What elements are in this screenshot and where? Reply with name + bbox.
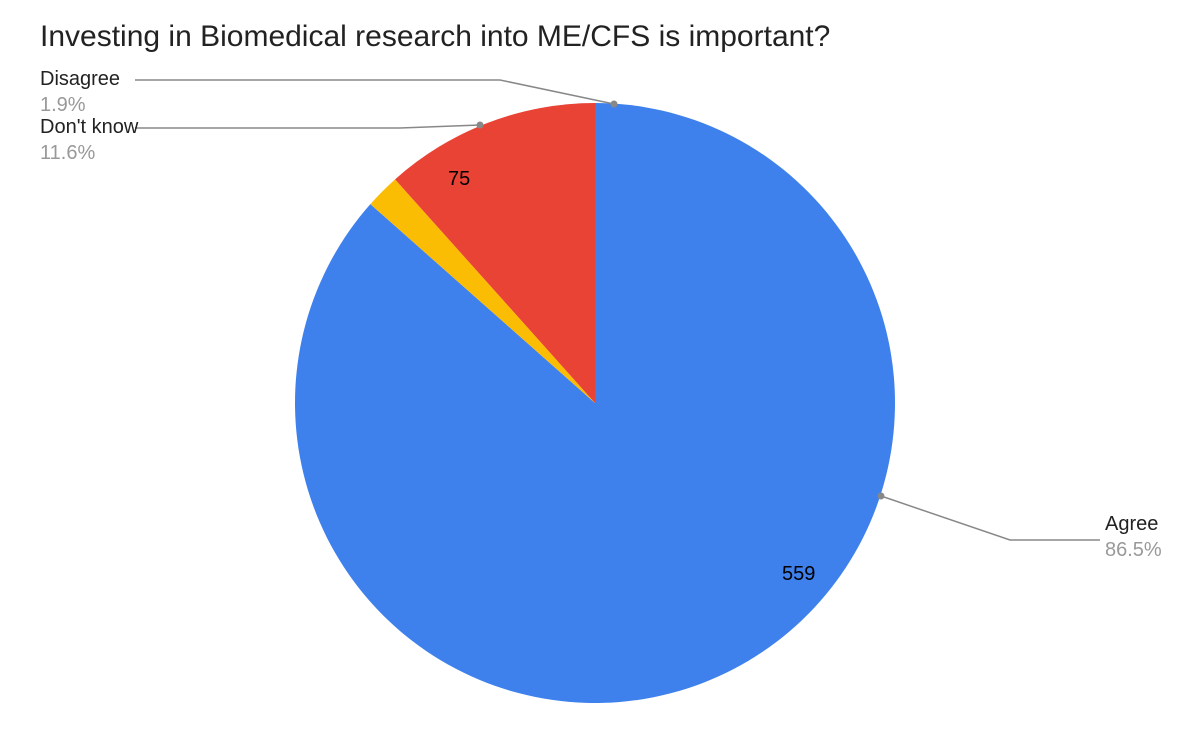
- pie-chart-svg: Agree 86.5% 559 Disagree 1.9%Don't know 11.6%…: [0, 0, 1199, 742]
- leader-line: [135, 125, 480, 128]
- slice-label: Disagree: [40, 68, 120, 90]
- chart-title: Investing in Biomedical research into ME…: [40, 20, 830, 54]
- slice-percent: 86.5%: [1105, 539, 1162, 561]
- slice-percent: 1.9%: [40, 94, 86, 116]
- leader-line: [881, 496, 1100, 540]
- slice-percent: 11.6%: [40, 142, 95, 164]
- slice-value: 75: [448, 168, 470, 190]
- slice-label: Don't know: [40, 116, 139, 138]
- leader-line: [135, 80, 614, 104]
- slice-label: Agree: [1105, 513, 1158, 535]
- slice-value: 559: [782, 563, 815, 585]
- pie-chart-container: Investing in Biomedical research into ME…: [0, 0, 1199, 742]
